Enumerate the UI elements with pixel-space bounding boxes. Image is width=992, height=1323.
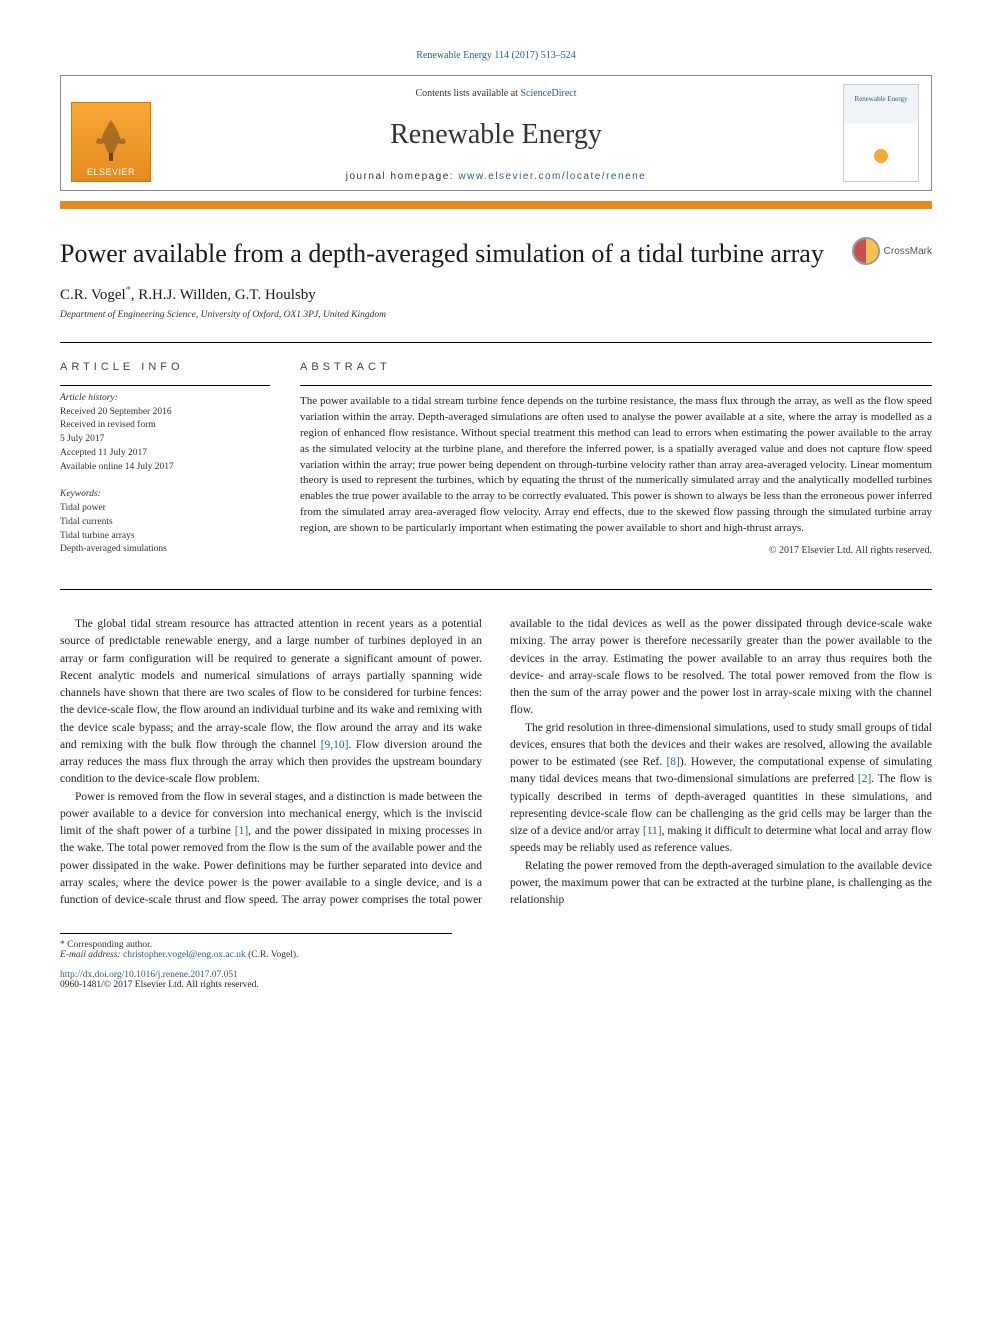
history-accepted: Accepted 11 July 2017 [60, 448, 147, 458]
cover-title: Renewable Energy [844, 95, 918, 103]
body-text: The global tidal stream resource has att… [60, 616, 932, 909]
history-revised-2: 5 July 2017 [60, 434, 104, 444]
corresponding-label: * Corresponding author. [60, 940, 452, 950]
keyword-3: Tidal turbine arrays [60, 531, 135, 541]
history-online: Available online 14 July 2017 [60, 462, 174, 472]
doi-line: http://dx.doi.org/10.1016/j.renene.2017.… [60, 970, 932, 980]
section-divider [60, 589, 932, 590]
corresponding-author-footer: * Corresponding author. E-mail address: … [60, 933, 452, 960]
crossmark-icon [852, 237, 880, 265]
author-email-link[interactable]: christopher.vogel@eng.ox.ac.uk [123, 950, 246, 960]
body-p4: Relating the power removed from the dept… [510, 858, 932, 910]
citation-ref-9-10[interactable]: [9,10] [321, 739, 349, 751]
email-label: E-mail address: [60, 950, 123, 960]
history-received: Received 20 September 2016 [60, 407, 172, 417]
contents-prefix: Contents lists available at [415, 88, 520, 99]
header-accent-bar [60, 201, 932, 209]
crossmark-label: CrossMark [884, 246, 932, 257]
publisher-logo-cell: ELSEVIER [61, 76, 161, 190]
elsevier-tree-icon [86, 115, 136, 165]
authors-rest: , R.H.J. Willden, G.T. Houlsby [131, 287, 316, 303]
journal-name: Renewable Energy [161, 119, 831, 151]
authors-line: C.R. Vogel*, R.H.J. Willden, G.T. Houlsb… [60, 285, 932, 304]
citation-ref-11[interactable]: [11] [643, 825, 662, 837]
cover-cell: Renewable Energy [831, 76, 931, 190]
cover-emblem-icon [874, 149, 888, 163]
issn-copyright: 0960-1481/© 2017 Elsevier Ltd. All right… [60, 980, 932, 990]
top-citation: Renewable Energy 114 (2017) 513–524 [60, 50, 932, 61]
journal-header: ELSEVIER Contents lists available at Sci… [60, 75, 932, 191]
homepage-line: journal homepage: www.elsevier.com/locat… [161, 171, 831, 182]
citation-ref-8[interactable]: [8] [666, 756, 679, 768]
abstract-heading: ABSTRACT [300, 361, 932, 373]
email-suffix: (C.R. Vogel). [246, 950, 299, 960]
article-title: Power available from a depth-averaged si… [60, 237, 832, 271]
body-p1a: The global tidal stream resource has att… [60, 618, 482, 751]
affiliation: Department of Engineering Science, Unive… [60, 310, 932, 320]
keywords-block: Keywords: Tidal power Tidal currents Tid… [60, 488, 270, 557]
journal-homepage-link[interactable]: www.elsevier.com/locate/renene [458, 171, 646, 182]
elsevier-logo: ELSEVIER [71, 102, 151, 182]
citation-ref-1[interactable]: [1] [235, 825, 248, 837]
publisher-name: ELSEVIER [87, 167, 135, 177]
keywords-label: Keywords: [60, 489, 101, 499]
sciencedirect-link[interactable]: ScienceDirect [520, 88, 576, 99]
homepage-prefix: journal homepage: [346, 171, 459, 182]
abstract-copyright: © 2017 Elsevier Ltd. All rights reserved… [300, 545, 932, 556]
abstract-text: The power available to a tidal stream tu… [300, 385, 932, 537]
crossmark-badge[interactable]: CrossMark [852, 237, 932, 265]
journal-cover-thumbnail: Renewable Energy [843, 84, 919, 182]
doi-link[interactable]: http://dx.doi.org/10.1016/j.renene.2017.… [60, 970, 238, 980]
history-revised-1: Received in revised form [60, 420, 156, 430]
author-corresponding: C.R. Vogel [60, 287, 126, 303]
citation-ref-2[interactable]: [2] [858, 773, 871, 785]
keyword-1: Tidal power [60, 503, 106, 513]
article-history: Article history: Received 20 September 2… [60, 385, 270, 475]
article-info-heading: ARTICLE INFO [60, 361, 270, 373]
keyword-2: Tidal currents [60, 517, 113, 527]
contents-line: Contents lists available at ScienceDirec… [161, 88, 831, 99]
keyword-4: Depth-averaged simulations [60, 544, 167, 554]
history-label: Article history: [60, 393, 118, 403]
